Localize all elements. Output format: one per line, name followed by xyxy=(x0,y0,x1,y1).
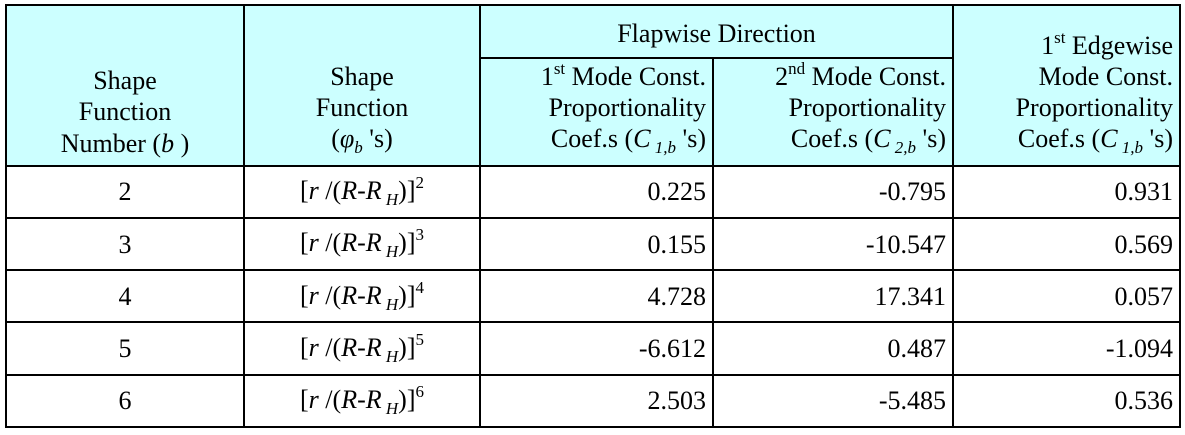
cell-shape-number: 5 xyxy=(5,321,245,376)
cell-shape-function: [r /(R-R H)]4 xyxy=(243,269,481,324)
cell-flap-mode1-coef: 4.728 xyxy=(479,269,714,324)
table-row: 4 [r /(R-R H)]4 4.728 17.341 0.057 xyxy=(5,269,1182,324)
cell-shape-function: [r /(R-R H)]3 xyxy=(243,216,481,272)
cell-flap-mode2-coef: -0.795 xyxy=(711,164,955,220)
cell-flap-mode1-coef: 0.155 xyxy=(479,216,714,272)
table-row: 6 [r /(R-R H)]6 2.503 -5.485 0.536 xyxy=(5,373,1182,429)
cell-flap-mode2-coef: -5.485 xyxy=(711,373,955,429)
header-flapwise-direction: Flapwise Direction xyxy=(478,4,955,59)
cell-edge-mode1-coef: 0.931 xyxy=(952,164,1182,220)
header-shape-function: Shape Function (φb 's) xyxy=(243,4,481,167)
table-row: 5 [r /(R-R H)]5 -6.612 0.487 -1.094 xyxy=(5,321,1182,376)
table-row: 3 [r /(R-R H)]3 0.155 -10.547 0.569 xyxy=(5,216,1182,272)
cell-flap-mode2-coef: -10.547 xyxy=(711,216,955,272)
cell-shape-function: [r /(R-R H)]2 xyxy=(243,164,481,220)
cell-edge-mode1-coef: -1.094 xyxy=(952,321,1182,376)
table-row: 2 [r /(R-R H)]2 0.225 -0.795 0.931 xyxy=(5,164,1182,220)
cell-shape-number: 2 xyxy=(5,164,245,220)
cell-flap-mode2-coef: 17.341 xyxy=(711,269,955,324)
cell-edge-mode1-coef: 0.057 xyxy=(952,269,1182,324)
header-flap-mode2-coef: 2nd Mode Const. Proportionality Coef.s (… xyxy=(711,57,955,167)
header-flap-mode1-coef: 1st Mode Const. Proportionality Coef.s (… xyxy=(479,57,714,167)
cell-flap-mode1-coef: -6.612 xyxy=(479,321,714,376)
cell-flap-mode2-coef: 0.487 xyxy=(711,321,955,376)
cell-shape-function: [r /(R-R H)]5 xyxy=(243,321,481,376)
cell-flap-mode1-coef: 2.503 xyxy=(479,373,714,429)
cell-edge-mode1-coef: 0.569 xyxy=(952,216,1182,272)
cell-shape-function: [r /(R-R H)]6 xyxy=(243,373,481,429)
cell-shape-number: 3 xyxy=(5,216,245,272)
header-shape-function-number: Shape Function Number (b ) xyxy=(5,4,245,167)
coefficients-table: Shape Function Number (b ) Shape Functio… xyxy=(5,4,1182,429)
cell-shape-number: 4 xyxy=(5,269,245,324)
cell-flap-mode1-coef: 0.225 xyxy=(479,164,714,220)
table-body: 2 [r /(R-R H)]2 0.225 -0.795 0.931 3 [r /(R-R … xyxy=(5,164,1182,429)
cell-shape-number: 6 xyxy=(5,373,245,429)
header-edgewise-coef: 1st Edgewise Mode Const. Proportionality… xyxy=(952,4,1182,167)
cell-edge-mode1-coef: 0.536 xyxy=(952,373,1182,429)
